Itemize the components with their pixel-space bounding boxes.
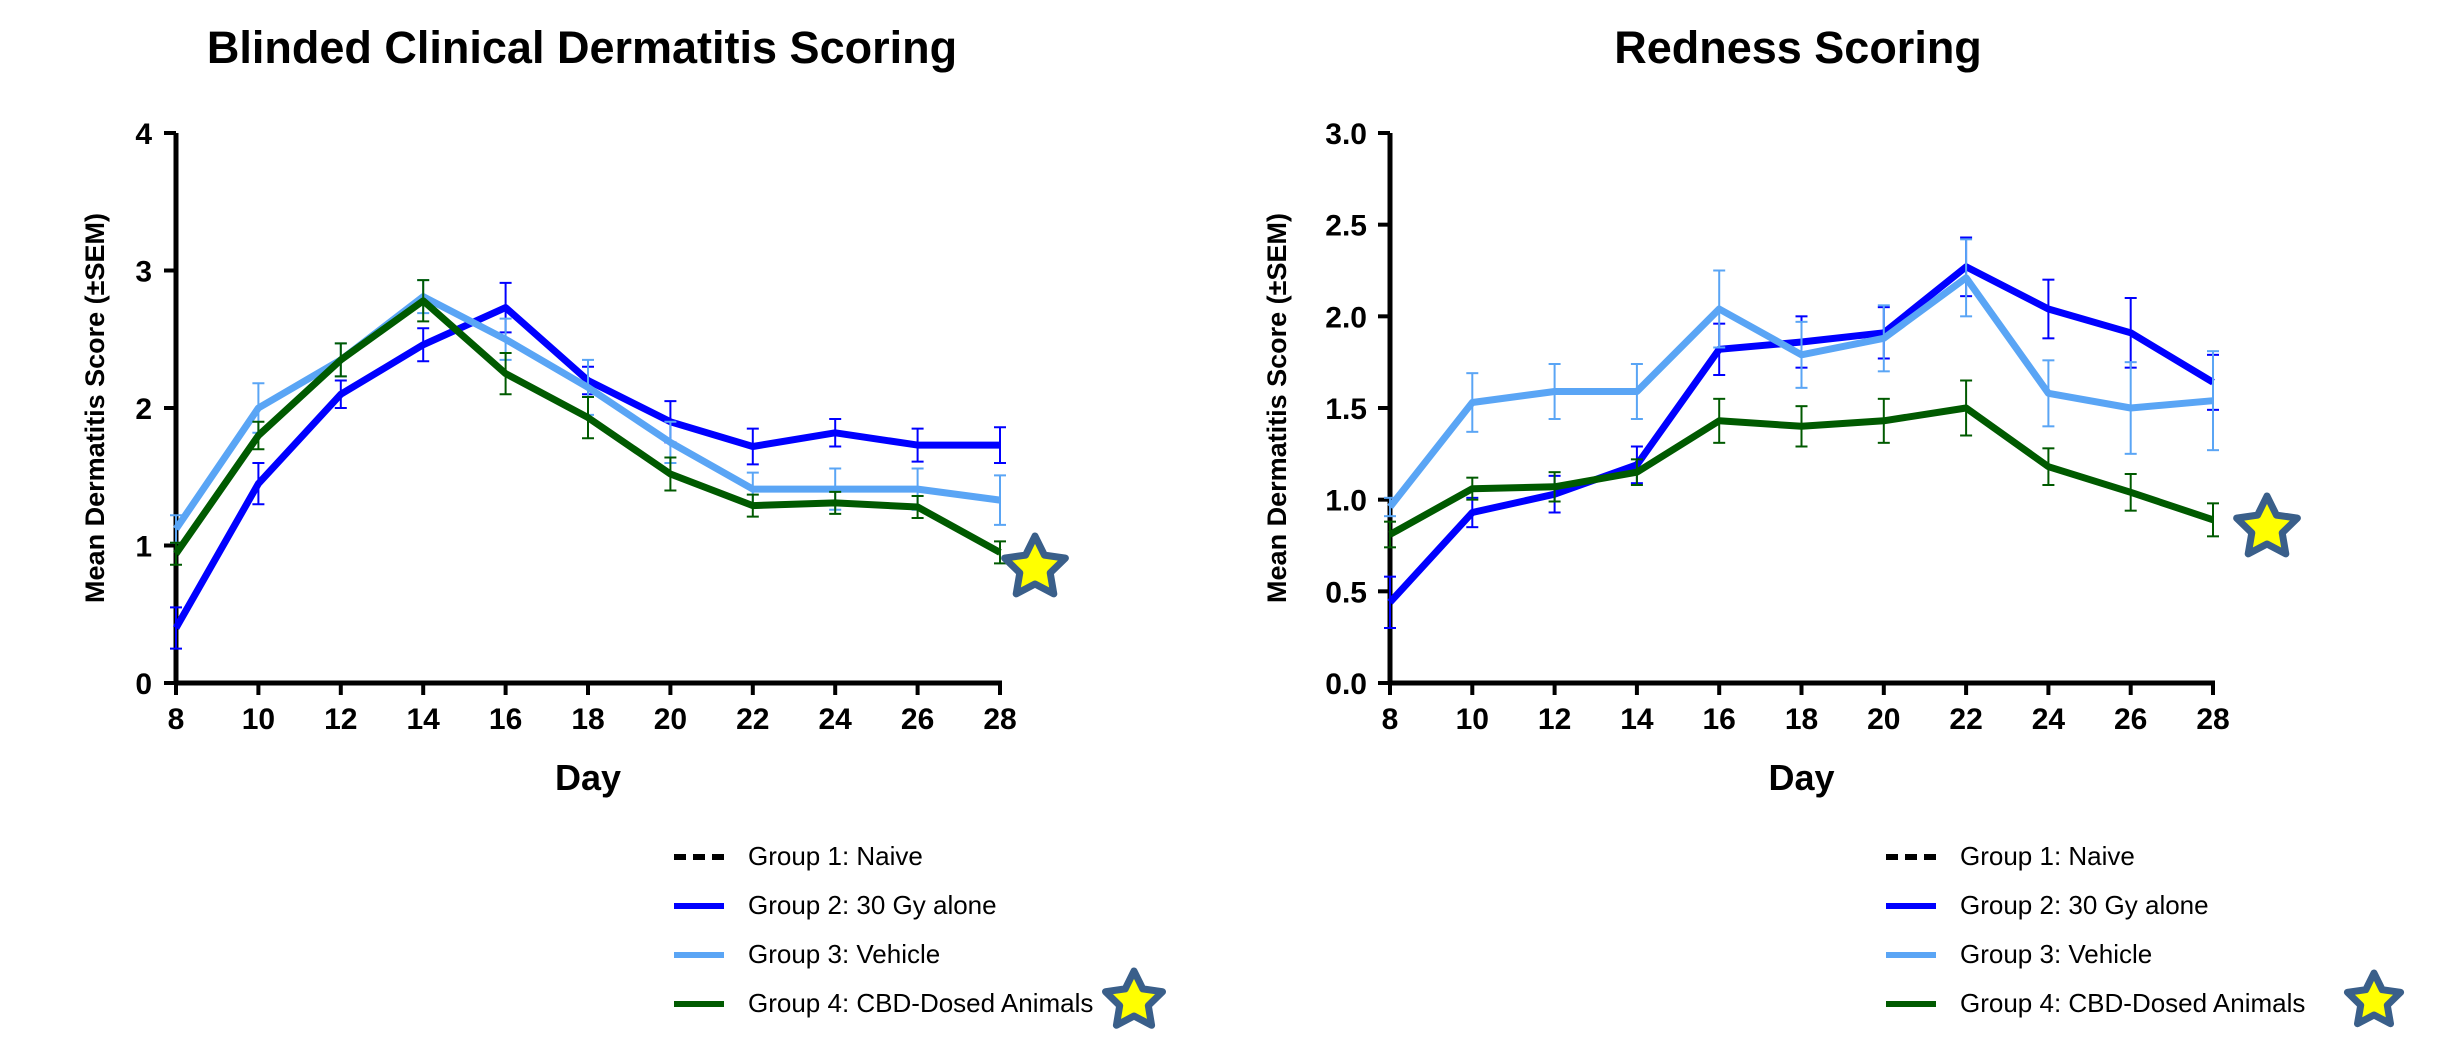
y-tick-label: 2.5 bbox=[1325, 210, 1367, 243]
legend-swatch bbox=[1886, 951, 1936, 958]
legend-swatch bbox=[1886, 853, 1936, 860]
legend-swatch bbox=[674, 853, 724, 860]
x-tick-label: 16 bbox=[1703, 703, 1736, 736]
x-axis-label: Day bbox=[1768, 757, 1834, 798]
y-tick-label: 4 bbox=[135, 118, 152, 151]
series-group-4 bbox=[1384, 379, 2219, 549]
series-line bbox=[173, 297, 1002, 556]
series-group-2 bbox=[170, 281, 1006, 650]
y-axis-label: Mean Dermatitis Score (±SEM) bbox=[80, 213, 110, 603]
x-tick-label: 24 bbox=[2032, 703, 2066, 736]
legend-swatch bbox=[674, 1000, 724, 1007]
legend-label: Group 2: 30 Gy alone bbox=[748, 890, 997, 920]
star-shape bbox=[1102, 967, 1166, 1029]
y-tick-label: 2 bbox=[135, 393, 152, 426]
x-tick-label: 22 bbox=[736, 703, 769, 736]
legend-item: Group 3: Vehicle bbox=[674, 930, 1093, 979]
chart-title: Blinded Clinical Dermatitis Scoring bbox=[206, 22, 958, 73]
y-tick-label: 1.0 bbox=[1325, 485, 1367, 518]
legend: Group 1: Naive Group 2: 30 Gy alone Group … bbox=[674, 832, 1093, 1028]
series-line bbox=[172, 304, 1000, 630]
x-tick-label: 8 bbox=[168, 703, 185, 736]
star-icon bbox=[1102, 967, 1166, 1029]
star-icon bbox=[1001, 532, 1069, 598]
chart-title: Redness Scoring bbox=[1614, 22, 1982, 73]
y-tick-label: 1.5 bbox=[1325, 393, 1367, 426]
x-tick-label: 28 bbox=[983, 703, 1016, 736]
x-tick-label: 16 bbox=[489, 703, 522, 736]
y-tick-label: 3.0 bbox=[1325, 118, 1367, 151]
x-tick-label: 10 bbox=[1456, 703, 1489, 736]
legend-swatch bbox=[1886, 1000, 1936, 1007]
x-tick-label: 24 bbox=[819, 703, 853, 736]
x-tick-label: 18 bbox=[1785, 703, 1818, 736]
legend-item: Group 4: CBD-Dosed Animals bbox=[1886, 979, 2305, 1028]
y-tick-label: 3 bbox=[135, 256, 152, 289]
series-line bbox=[1388, 404, 2215, 538]
x-axis-label: Day bbox=[555, 757, 621, 798]
y-tick-label: 1 bbox=[135, 531, 152, 564]
y-tick-label: 2.0 bbox=[1325, 301, 1367, 334]
legend-label: Group 1: Naive bbox=[1960, 841, 2135, 871]
x-tick-label: 12 bbox=[1538, 703, 1571, 736]
legend-item: Group 3: Vehicle bbox=[1886, 930, 2305, 979]
legend-swatch bbox=[674, 951, 724, 958]
x-tick-label: 20 bbox=[654, 703, 687, 736]
x-tick-label: 26 bbox=[2114, 703, 2147, 736]
legend-item: Group 1: Naive bbox=[674, 832, 1093, 881]
star-icon bbox=[2233, 492, 2301, 558]
legend-label: Group 3: Vehicle bbox=[748, 939, 941, 969]
x-tick-label: 12 bbox=[324, 703, 357, 736]
x-tick-label: 14 bbox=[407, 703, 441, 736]
star-icon bbox=[2343, 969, 2405, 1028]
x-tick-label: 22 bbox=[1949, 703, 1982, 736]
x-tick-label: 20 bbox=[1867, 703, 1900, 736]
series-line bbox=[1387, 274, 2214, 510]
x-tick-label: 10 bbox=[242, 703, 275, 736]
legend: Group 1: Naive Group 2: 30 Gy alone Group … bbox=[1886, 832, 2305, 1028]
chart-svg: 0.0 0.5 1.0 1.5 2.0 2.5 3.0 8 10 12 14 16 18 20 22 24 26… bbox=[1262, 118, 2301, 798]
legend-item: Group 1: Naive bbox=[1886, 832, 2305, 881]
legend-label: Group 4: CBD-Dosed Animals bbox=[1960, 988, 2306, 1018]
legend-swatch bbox=[674, 902, 724, 909]
star-shape bbox=[2343, 969, 2405, 1028]
legend-item: Group 2: 30 Gy alone bbox=[1886, 881, 2305, 930]
y-axis-label: Mean Dermatitis Score (±SEM) bbox=[1262, 213, 1292, 603]
legend-label: Group 4: CBD-Dosed Animals bbox=[748, 988, 1094, 1018]
series-group-4 bbox=[170, 279, 1006, 566]
x-tick-label: 28 bbox=[2196, 703, 2229, 736]
chart-panel-redness: Redness Scoring 0.0 0.5 1.0 1.5 2.0 2.5 3.0 8 10… bbox=[1231, 0, 2462, 1046]
y-tick-label: 0.5 bbox=[1325, 576, 1367, 609]
y-tick-label: 0 bbox=[135, 668, 152, 701]
legend-swatch bbox=[1886, 902, 1936, 909]
legend-item: Group 2: 30 Gy alone bbox=[674, 881, 1093, 930]
x-tick-label: 18 bbox=[571, 703, 604, 736]
x-tick-label: 8 bbox=[1382, 703, 1399, 736]
legend-item: Group 4: CBD-Dosed Animals bbox=[674, 979, 1093, 1028]
x-tick-label: 26 bbox=[901, 703, 934, 736]
legend-label: Group 2: 30 Gy alone bbox=[1960, 890, 2209, 920]
legend-label: Group 3: Vehicle bbox=[1960, 939, 2153, 969]
series-group-3 bbox=[1384, 238, 2219, 518]
y-tick-label: 0.0 bbox=[1325, 668, 1367, 701]
legend-label: Group 1: Naive bbox=[748, 841, 923, 871]
series-line bbox=[173, 293, 1001, 531]
x-tick-label: 14 bbox=[1620, 703, 1654, 736]
